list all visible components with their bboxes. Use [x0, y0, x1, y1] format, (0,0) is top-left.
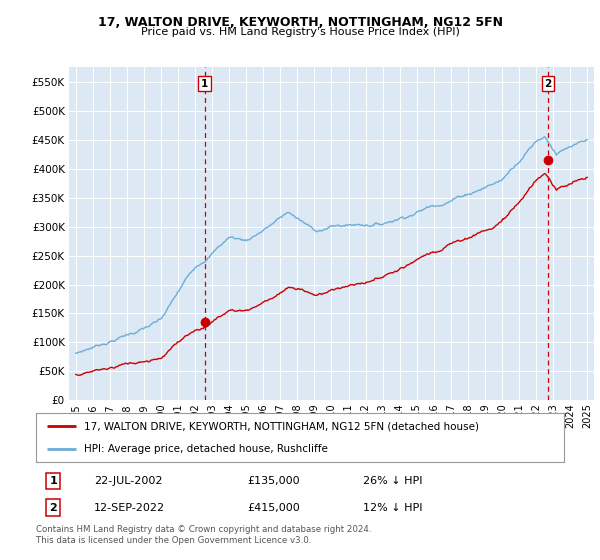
Text: Price paid vs. HM Land Registry's House Price Index (HPI): Price paid vs. HM Land Registry's House … [140, 27, 460, 37]
Text: 2: 2 [544, 79, 551, 89]
Text: HPI: Average price, detached house, Rushcliffe: HPI: Average price, detached house, Rush… [83, 444, 328, 454]
Text: £415,000: £415,000 [247, 502, 300, 512]
Text: 17, WALTON DRIVE, KEYWORTH, NOTTINGHAM, NG12 5FN (detached house): 17, WALTON DRIVE, KEYWORTH, NOTTINGHAM, … [83, 421, 479, 431]
Text: Contains HM Land Registry data © Crown copyright and database right 2024.
This d: Contains HM Land Registry data © Crown c… [36, 525, 371, 545]
Text: 2: 2 [49, 502, 57, 512]
Text: 1: 1 [201, 79, 208, 89]
Text: 1: 1 [49, 477, 57, 487]
Text: 26% ↓ HPI: 26% ↓ HPI [364, 477, 423, 487]
Text: 17, WALTON DRIVE, KEYWORTH, NOTTINGHAM, NG12 5FN: 17, WALTON DRIVE, KEYWORTH, NOTTINGHAM, … [97, 16, 503, 29]
Text: 22-JUL-2002: 22-JUL-2002 [94, 477, 163, 487]
Text: 12% ↓ HPI: 12% ↓ HPI [364, 502, 423, 512]
Text: £135,000: £135,000 [247, 477, 300, 487]
Text: 12-SEP-2022: 12-SEP-2022 [94, 502, 165, 512]
